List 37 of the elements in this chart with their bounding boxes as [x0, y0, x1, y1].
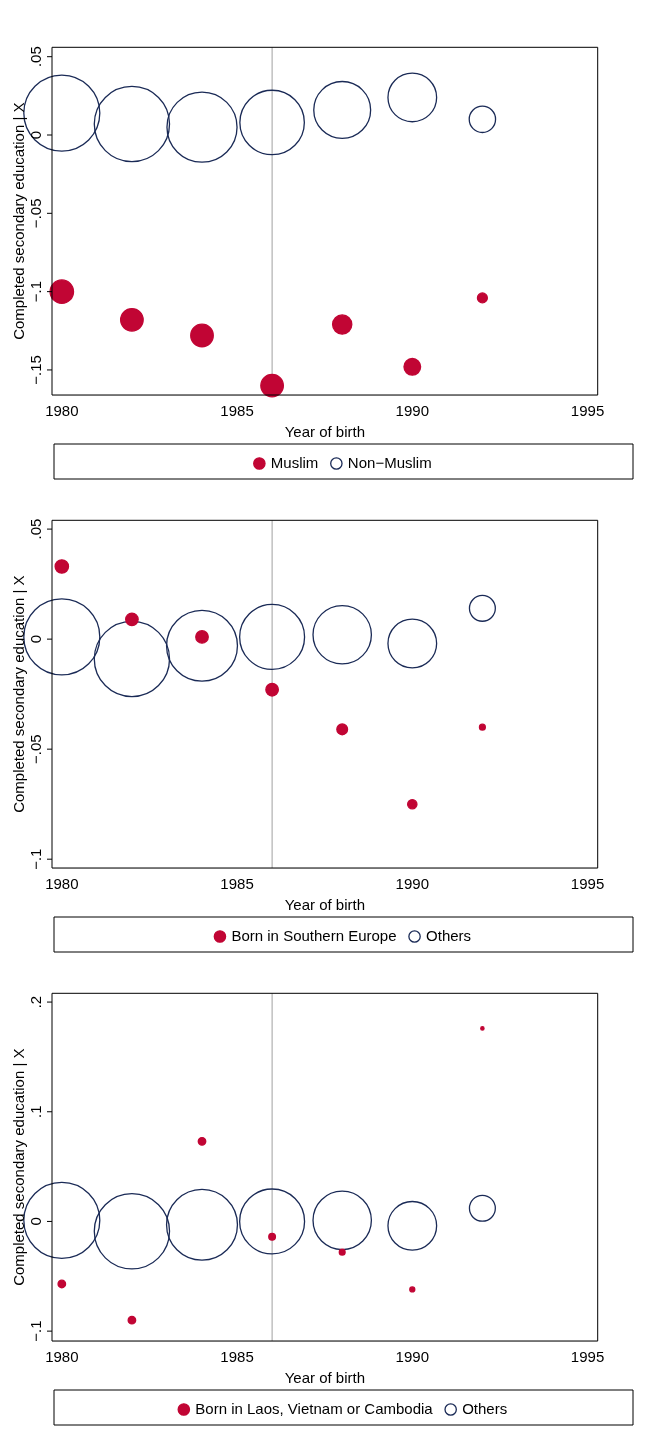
x-axis-title: Year of birth	[284, 423, 366, 441]
y-tick-label: .05	[27, 518, 45, 540]
y-tick-label: −.05	[27, 734, 45, 764]
legend-label: Others	[462, 1399, 508, 1417]
y-tick-label: −.1	[27, 848, 45, 870]
legend-label: Born in Southern Europe	[231, 926, 397, 944]
x-axis-title: Year of birth	[284, 896, 366, 914]
y-tick-label: −.1	[27, 1320, 45, 1342]
legend-label: Born in Laos, Vietnam or Cambodia	[195, 1399, 434, 1417]
x-tick-label: 1985	[220, 1348, 254, 1366]
y-tick-label: 0	[27, 130, 45, 140]
x-tick-label: 1990	[395, 402, 429, 420]
x-tick-label: 1995	[570, 875, 605, 893]
legend-label: Muslim	[270, 453, 319, 471]
y-tick-label: .1	[27, 1105, 45, 1119]
x-tick-label: 1995	[570, 402, 605, 420]
y-tick-label: −.15	[27, 355, 45, 385]
y-tick-label: −.05	[27, 198, 45, 229]
x-tick-label: 1980	[45, 875, 79, 893]
x-tick-label: 1990	[395, 1348, 429, 1366]
y-tick-label: −.1	[27, 280, 45, 303]
x-axis-title: Year of birth	[284, 1369, 366, 1387]
y-axis-title: Completed secondary education | X	[10, 1048, 28, 1286]
y-tick-label: .2	[27, 995, 45, 1009]
x-tick-label: 1980	[45, 1348, 79, 1366]
legend-label: Non−Muslim	[347, 453, 432, 471]
x-tick-label: 1990	[395, 875, 429, 893]
y-tick-label: 0	[27, 1217, 45, 1226]
x-tick-label: 1995	[570, 1348, 605, 1366]
y-tick-label: .05	[27, 46, 45, 68]
x-tick-label: 1985	[220, 875, 254, 893]
y-tick-label: 0	[27, 634, 45, 644]
x-tick-label: 1980	[45, 402, 79, 420]
legend-label: Others	[426, 926, 472, 944]
x-tick-label: 1985	[220, 402, 254, 420]
y-axis-title: Completed secondary education | X	[10, 102, 28, 340]
y-axis-title: Completed secondary education | X	[10, 575, 28, 813]
